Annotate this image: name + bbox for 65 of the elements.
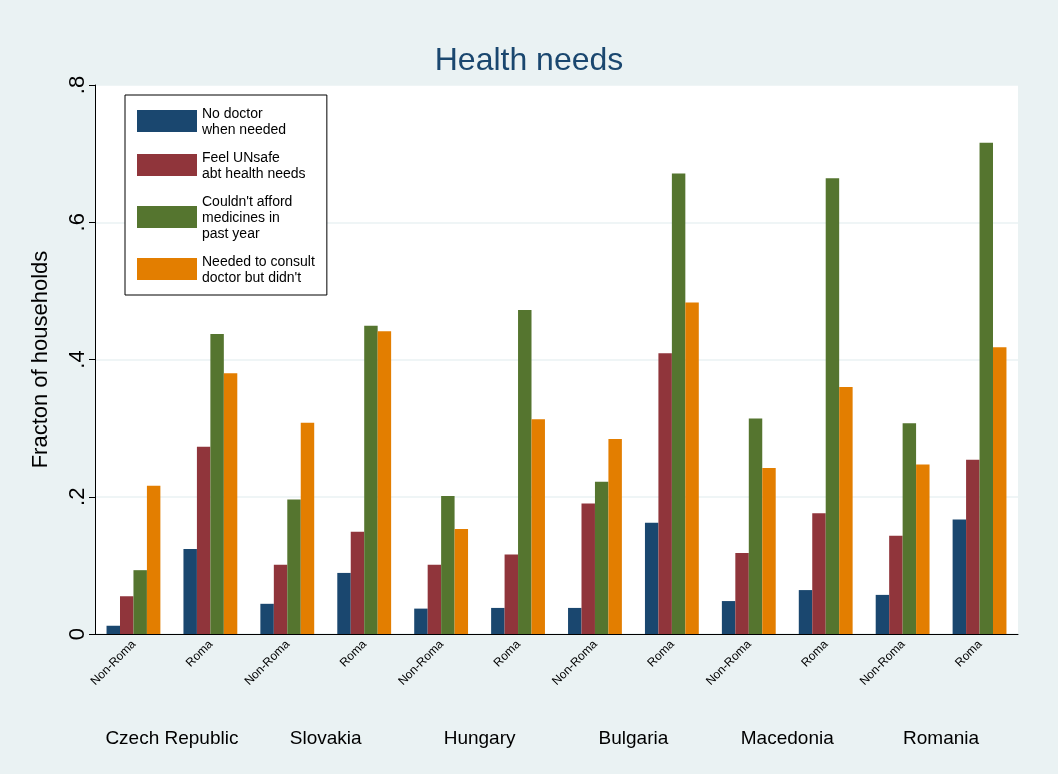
bar [454, 529, 469, 634]
bar [798, 590, 813, 634]
bar [916, 464, 930, 634]
chart-title: Health needs [434, 41, 624, 77]
bar [273, 564, 288, 634]
bar [427, 564, 442, 634]
bar [685, 302, 699, 634]
bar [966, 459, 980, 634]
bar [568, 607, 582, 634]
bar [518, 310, 532, 634]
text: Slovakia [289, 727, 363, 748]
text: Hungary [443, 727, 516, 748]
bar [993, 347, 1007, 634]
bar [350, 531, 365, 634]
bar [504, 554, 519, 634]
bar [377, 331, 392, 634]
y-tick-label: .8 [63, 75, 89, 95]
bar [531, 419, 545, 634]
bar [594, 481, 609, 634]
bar [196, 446, 211, 634]
legend-label: Couldn't afford medicines in past year [202, 193, 293, 241]
bar [839, 386, 853, 634]
bar [812, 513, 826, 634]
bar [608, 439, 622, 634]
text: Romania [903, 727, 980, 748]
bar [902, 423, 917, 634]
bar [120, 596, 134, 634]
text: Bulgaria [598, 727, 669, 748]
y-tick-label: .6 [63, 213, 89, 232]
bar [210, 334, 224, 634]
legend-label: Feel UNsafe abt health needs [202, 149, 306, 181]
bar [364, 325, 378, 634]
bar [491, 607, 505, 634]
bar [735, 553, 749, 634]
y-tick-label: .4 [63, 350, 89, 369]
bar [337, 572, 351, 634]
legend-label: No doctor when needed [201, 105, 287, 137]
bar [441, 496, 455, 634]
y-tick-label: .2 [63, 487, 89, 506]
y-tick-label: 0 [63, 627, 89, 641]
bar [223, 373, 238, 634]
bar [875, 594, 890, 634]
bar [133, 570, 147, 634]
bar [825, 178, 840, 634]
bar [748, 418, 763, 634]
bar [581, 503, 595, 634]
legend-label: Needed to consult doctor but didn't [202, 253, 315, 285]
bar [287, 499, 301, 634]
bar [146, 485, 161, 634]
bar [762, 467, 776, 634]
bar [671, 173, 686, 634]
bar [979, 142, 993, 634]
bar [889, 535, 903, 634]
bar [300, 422, 315, 634]
bar [260, 603, 274, 634]
text: Macedonia [740, 727, 835, 748]
bar [644, 522, 659, 634]
y-axis-title: Fracton of households [26, 250, 52, 469]
bar [952, 519, 967, 634]
bar [106, 625, 120, 634]
bar [658, 353, 672, 634]
bar [414, 608, 428, 634]
text: Czech Republic [105, 727, 239, 748]
bar [183, 548, 197, 634]
bar [721, 601, 736, 634]
